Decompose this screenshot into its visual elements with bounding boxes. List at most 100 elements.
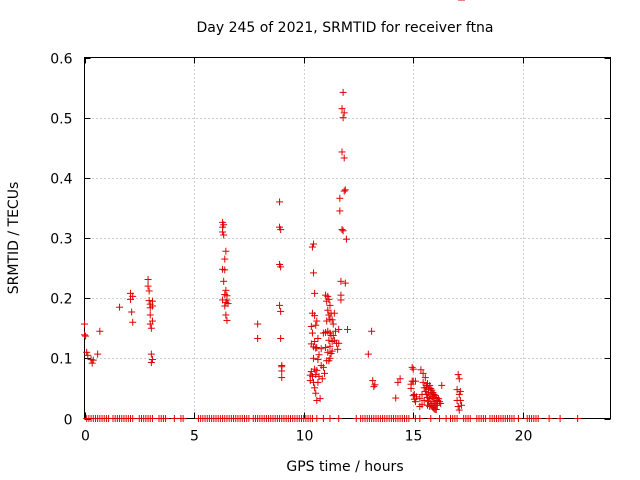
data-point [431, 392, 439, 400]
data-point [310, 240, 318, 248]
zero-point [574, 415, 582, 422]
data-points [81, 0, 582, 422]
data-point [455, 406, 463, 414]
data-point [307, 322, 315, 330]
data-point [84, 351, 92, 359]
y-tick-label: 0.3 [50, 232, 72, 248]
data-point [308, 372, 316, 380]
data-point [394, 378, 402, 386]
data-point [326, 354, 334, 362]
data-point [320, 369, 328, 377]
data-point [370, 383, 378, 391]
data-point [341, 279, 349, 287]
data-point [314, 356, 322, 364]
data-point [312, 321, 320, 329]
chart-title: Day 245 of 2021, SRMTID for receiver ftn… [196, 20, 493, 36]
data-point [454, 402, 462, 410]
data-point [326, 301, 334, 309]
data-point [438, 381, 446, 389]
data-point [220, 221, 228, 229]
data-point [328, 347, 336, 355]
data-point [145, 297, 153, 305]
data-point [338, 148, 346, 156]
y-tick-labels: 0 0.1 0.2 0.3 0.4 0.5 0.6 [50, 52, 72, 429]
data-point [437, 399, 445, 407]
data-point [344, 325, 351, 333]
data-point [409, 392, 417, 400]
data-point [323, 317, 331, 325]
data-point [128, 308, 136, 316]
data-point [311, 337, 319, 345]
data-point [338, 226, 346, 234]
data-point [340, 109, 348, 117]
data-point [314, 378, 322, 386]
data-point [324, 306, 332, 314]
data-point [368, 327, 376, 335]
data-point [278, 363, 286, 371]
zero-point [453, 415, 461, 422]
data-point [420, 396, 428, 404]
data-point [324, 292, 332, 300]
x-tick-labels: 0 5 10 15 20 [81, 429, 532, 445]
data-point [336, 207, 344, 215]
zero-point [170, 415, 178, 422]
data-point [222, 247, 230, 255]
axis-ticks [84, 57, 611, 420]
x-tick-label: 5 [190, 429, 199, 445]
data-point [220, 231, 228, 239]
data-point [337, 296, 345, 304]
data-point [342, 235, 350, 243]
data-point [432, 405, 440, 413]
data-point [426, 381, 434, 389]
zero-point [466, 415, 474, 422]
data-point [147, 324, 155, 332]
x-axis-label: GPS time / hours [286, 459, 403, 475]
data-point [88, 359, 96, 367]
zero-point [545, 415, 553, 422]
data-point [341, 186, 349, 194]
data-point [145, 287, 153, 295]
grid-lines [84, 57, 611, 419]
data-point [313, 344, 321, 352]
data-point [322, 344, 330, 352]
data-point [453, 386, 461, 394]
data-point [278, 374, 286, 382]
data-point [436, 398, 444, 406]
data-point [315, 351, 323, 359]
y-tick-label: 0.1 [50, 352, 72, 368]
data-point [148, 317, 156, 325]
data-point [324, 348, 332, 356]
data-point [310, 354, 318, 362]
data-point [276, 301, 284, 309]
data-point [455, 375, 463, 383]
data-point [456, 396, 464, 404]
data-point [427, 384, 435, 392]
data-point [340, 154, 348, 162]
data-point [254, 320, 262, 328]
data-point [339, 114, 347, 122]
zero-point [436, 415, 444, 422]
y-tick-label: 0.2 [50, 292, 72, 308]
zero-point [534, 415, 542, 422]
data-point [147, 359, 155, 367]
data-point [276, 198, 284, 206]
data-point [147, 350, 155, 358]
data-point [146, 311, 154, 319]
data-point [419, 369, 427, 377]
data-point [129, 292, 137, 300]
data-point [148, 297, 156, 305]
data-point [254, 334, 262, 342]
data-point [312, 371, 320, 379]
data-point [277, 334, 285, 342]
x-tick-label: 20 [515, 429, 533, 445]
data-point [335, 339, 343, 347]
zero-point [148, 415, 156, 422]
data-point [371, 381, 379, 389]
data-point [313, 396, 321, 404]
zero-point [313, 415, 321, 422]
data-point [411, 377, 419, 385]
data-point [329, 320, 337, 328]
data-point [116, 303, 124, 311]
data-point [339, 88, 347, 96]
y-tick-label: 0.4 [50, 172, 72, 188]
